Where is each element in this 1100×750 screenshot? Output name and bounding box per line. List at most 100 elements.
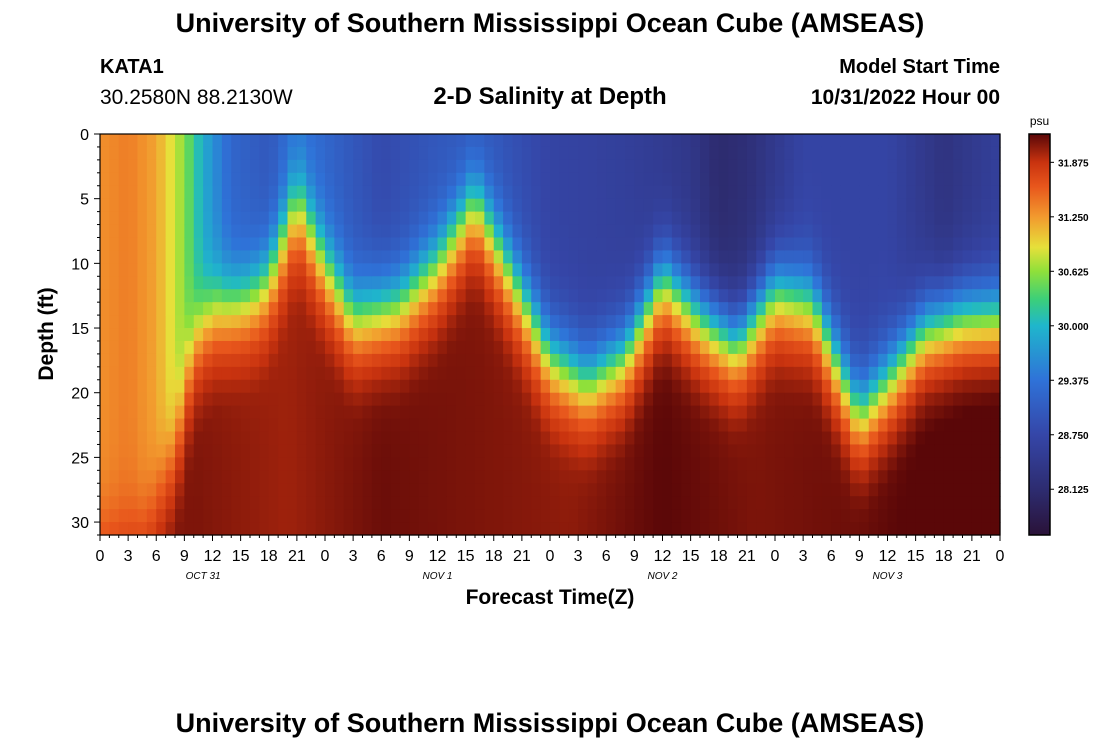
heatmap-cell: [371, 211, 382, 226]
heatmap-cell: [662, 457, 673, 471]
x-tick-label: 12: [879, 548, 897, 565]
heatmap-cell: [746, 315, 757, 329]
heatmap-cell: [831, 159, 842, 174]
heatmap-cell: [259, 496, 270, 510]
heatmap-cell: [559, 457, 570, 471]
heatmap-cell: [503, 496, 514, 510]
heatmap-cell: [896, 353, 907, 368]
heatmap-cell: [343, 328, 354, 342]
heatmap-cell: [250, 431, 260, 446]
heatmap-cell: [156, 263, 167, 277]
heatmap-cell: [203, 444, 214, 458]
heatmap-cell: [146, 315, 157, 329]
heatmap-cell: [503, 522, 514, 536]
heatmap-cell: [250, 172, 260, 187]
heatmap-cell: [896, 405, 907, 420]
heatmap-cell: [990, 470, 1001, 484]
heatmap-cell: [793, 470, 804, 484]
heatmap-cell: [606, 159, 617, 174]
heatmap-cell: [193, 405, 204, 420]
heatmap-cell: [250, 146, 260, 161]
heatmap-cell: [268, 470, 279, 484]
x-tick-label: 0: [546, 548, 555, 565]
heatmap-cell: [371, 146, 382, 161]
heatmap-cell: [465, 379, 476, 394]
heatmap-cell: [353, 431, 364, 446]
heatmap-cell: [306, 431, 317, 446]
heatmap-cell: [559, 185, 570, 200]
heatmap-cell: [765, 405, 776, 420]
heatmap-cell: [746, 172, 757, 187]
heatmap-cell: [100, 366, 110, 381]
heatmap-cell: [493, 483, 504, 497]
heatmap-cell: [137, 237, 148, 252]
heatmap-cell: [193, 483, 204, 497]
heatmap-cell: [531, 146, 542, 161]
heatmap-cell: [690, 366, 701, 381]
heatmap-cell: [475, 276, 485, 290]
heatmap-cell: [353, 302, 364, 316]
colorbar-tick-label: 31.875: [1058, 158, 1089, 169]
heatmap-cell: [100, 418, 110, 433]
heatmap-cell: [156, 483, 167, 497]
heatmap-cell: [371, 276, 382, 290]
heatmap-cell: [118, 250, 129, 264]
heatmap-cell: [831, 392, 842, 407]
heatmap-cell: [325, 366, 335, 381]
heatmap-cell: [390, 392, 401, 407]
heatmap-cell: [212, 263, 223, 277]
heatmap-cell: [990, 379, 1001, 394]
heatmap-cell: [737, 379, 748, 394]
heatmap-cell: [568, 366, 579, 381]
heatmap-cell: [596, 328, 607, 342]
heatmap-cell: [465, 263, 476, 277]
heatmap-cell: [643, 418, 654, 433]
heatmap-cell: [784, 172, 795, 187]
heatmap-cell: [250, 134, 260, 148]
heatmap-cell: [146, 276, 157, 290]
heatmap-cell: [746, 198, 757, 213]
heatmap-cell: [831, 470, 842, 484]
heatmap-cell: [362, 134, 373, 148]
heatmap-cell: [334, 444, 345, 458]
heatmap-cell: [737, 522, 748, 536]
heatmap-cell: [643, 302, 654, 316]
heatmap-cell: [746, 353, 757, 368]
heatmap-cell: [128, 366, 139, 381]
heatmap-cell: [596, 509, 607, 523]
heatmap-cell: [221, 340, 232, 355]
heatmap-cell: [184, 302, 195, 316]
heatmap-cell: [259, 379, 270, 394]
heatmap-cell: [465, 172, 476, 187]
heatmap-cell: [334, 418, 345, 433]
heatmap-cell: [128, 418, 139, 433]
heatmap-cell: [587, 198, 598, 213]
heatmap-cell: [362, 289, 373, 303]
heatmap-cell: [896, 509, 907, 523]
heatmap-cell: [793, 379, 804, 394]
heatmap-cell: [465, 276, 476, 290]
heatmap-cell: [887, 276, 898, 290]
heatmap-cell: [643, 431, 654, 446]
heatmap-cell: [681, 522, 692, 536]
heatmap-cell: [878, 483, 889, 497]
heatmap-cell: [156, 353, 167, 368]
heatmap-cell: [934, 172, 945, 187]
heatmap-cell: [953, 328, 964, 342]
heatmap-cell: [165, 134, 176, 148]
heatmap-cell: [615, 185, 626, 200]
heatmap-cell: [315, 444, 326, 458]
x-tick-label: 18: [935, 548, 953, 565]
heatmap-cell: [878, 237, 889, 252]
heatmap-cell: [343, 444, 354, 458]
heatmap-cell: [146, 250, 157, 264]
heatmap-cell: [878, 496, 889, 510]
heatmap-cell: [615, 315, 626, 329]
heatmap-cell: [737, 172, 748, 187]
heatmap-cell: [634, 328, 645, 342]
heatmap-cell: [315, 522, 326, 536]
heatmap-cell: [821, 250, 832, 264]
heatmap-cell: [896, 496, 907, 510]
heatmap-cell: [465, 444, 476, 458]
heatmap-cell: [671, 483, 682, 497]
